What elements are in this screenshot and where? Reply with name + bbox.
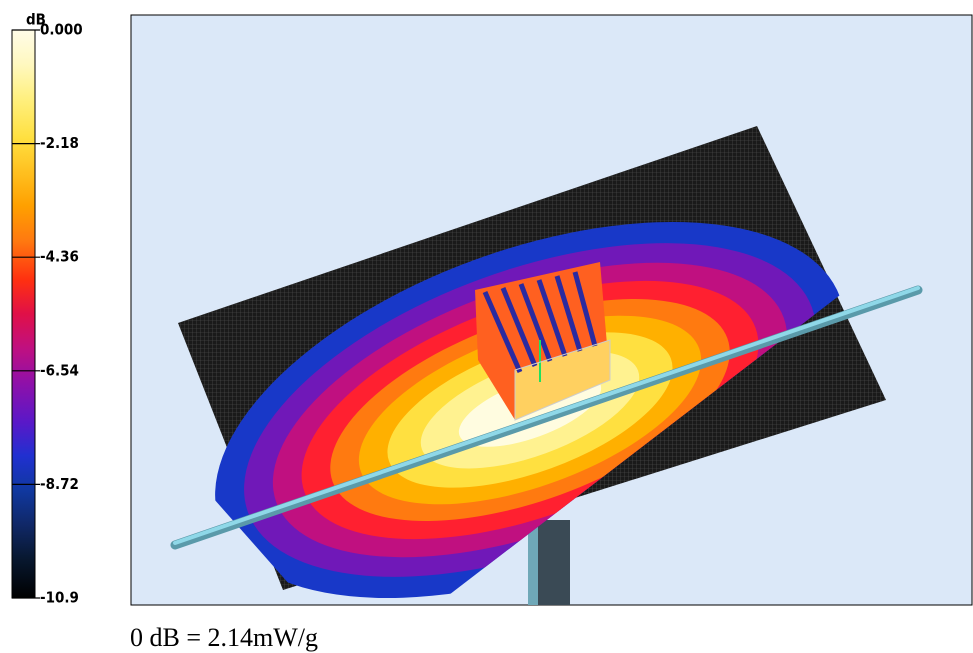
tick-label: -8.72 bbox=[40, 475, 79, 493]
tick-label: 0.000 bbox=[40, 21, 83, 39]
tick-label: -4.36 bbox=[40, 248, 79, 266]
tick-label: -10.9 bbox=[40, 589, 79, 607]
tick-label: -6.54 bbox=[40, 361, 79, 379]
colorbar-ticks: 0.000 -2.18 -4.36 -6.54 -8.72 -10.9 bbox=[12, 21, 83, 607]
colorbar-title: dB bbox=[26, 11, 46, 29]
tick-label: -2.18 bbox=[40, 134, 79, 152]
colorbar bbox=[11, 29, 36, 599]
caption: 0 dB = 2.14mW/g bbox=[130, 623, 318, 652]
